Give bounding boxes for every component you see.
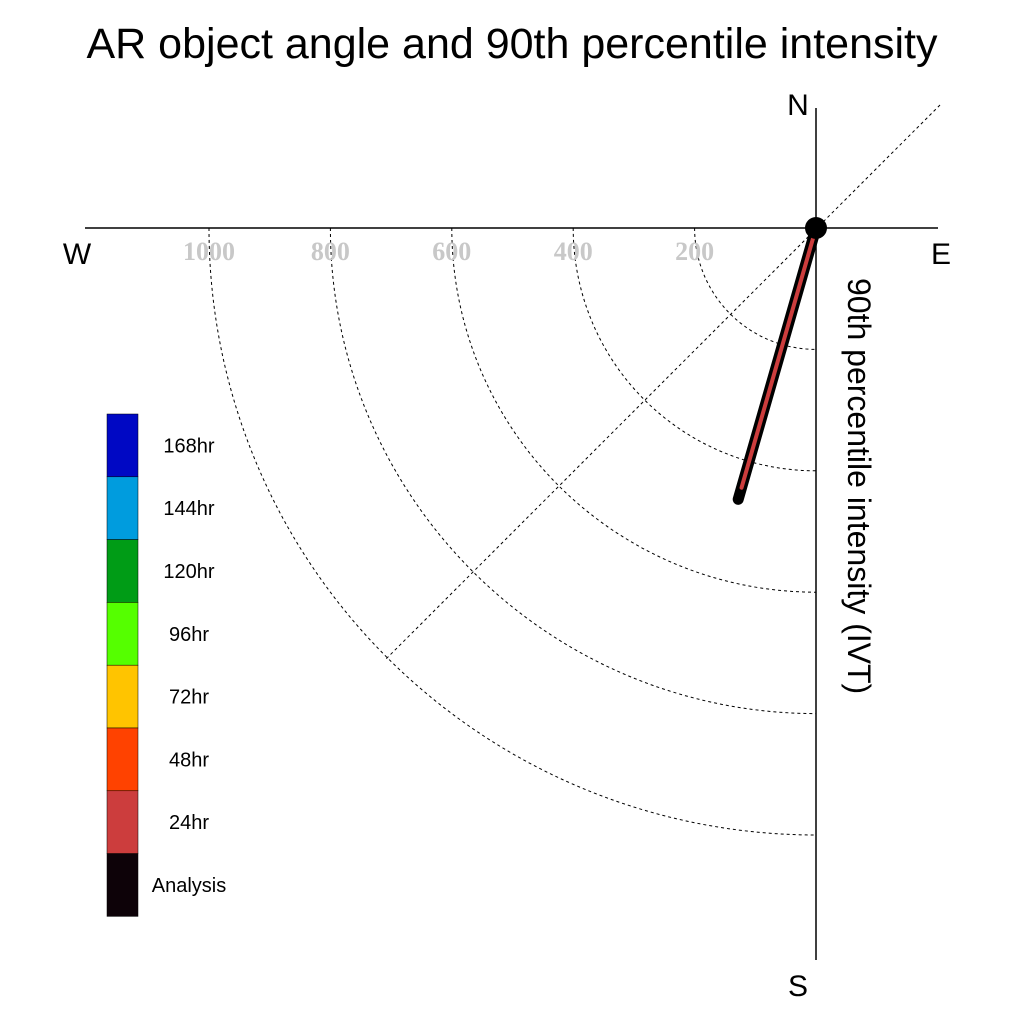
- legend-label: 48hr: [169, 749, 209, 771]
- legend-label: 24hr: [169, 812, 209, 834]
- radial-axis-label: 90th percentile intensity (IVT): [841, 278, 877, 694]
- compass-west: W: [63, 238, 92, 271]
- radial-grid: [208, 227, 817, 836]
- legend-label: 72hr: [169, 687, 209, 709]
- radial-tick-label: 200: [675, 237, 714, 266]
- legend-swatch: [106, 413, 139, 478]
- series-lines: [732, 222, 822, 505]
- diagonal-grid-line: [384, 104, 941, 661]
- legend: 168hr 144hr 120hr 96hr 72hr 48hr 24hr Analysis: [106, 413, 226, 917]
- legend-label: 168hr: [163, 435, 214, 457]
- legend-swatch: [106, 664, 139, 729]
- legend-swatch: [106, 539, 139, 603]
- radial-tick-label: 800: [311, 237, 350, 266]
- legend-label: Analysis: [152, 875, 226, 897]
- radial-tick-labels: 1000 800 600 400 200: [183, 237, 714, 266]
- legend-swatch: [106, 602, 139, 666]
- radial-arc-800: [329, 227, 817, 715]
- series-line-24hr: [739, 226, 818, 490]
- compass-north: N: [787, 89, 809, 122]
- radial-arc-600: [451, 227, 817, 593]
- legend-swatch: [106, 476, 139, 540]
- radial-arc-400: [572, 227, 817, 472]
- legend-swatch: [106, 727, 139, 792]
- legend-label: 120hr: [163, 561, 214, 583]
- radial-tick-label: 600: [432, 237, 471, 266]
- legend-swatch: [106, 790, 139, 854]
- radial-tick-label: 400: [554, 237, 593, 266]
- chart-title: AR object angle and 90th percentile inte…: [87, 20, 938, 68]
- compass-east: E: [931, 238, 951, 271]
- radial-tick-label: 1000: [183, 237, 235, 266]
- origin-marker: [805, 217, 827, 239]
- legend-label: 144hr: [163, 498, 214, 520]
- legend-label: 96hr: [169, 624, 209, 646]
- legend-swatch: [106, 853, 139, 917]
- radial-arc-200: [694, 227, 817, 350]
- compass-south: S: [788, 970, 808, 1003]
- radial-arc-1000: [208, 227, 817, 836]
